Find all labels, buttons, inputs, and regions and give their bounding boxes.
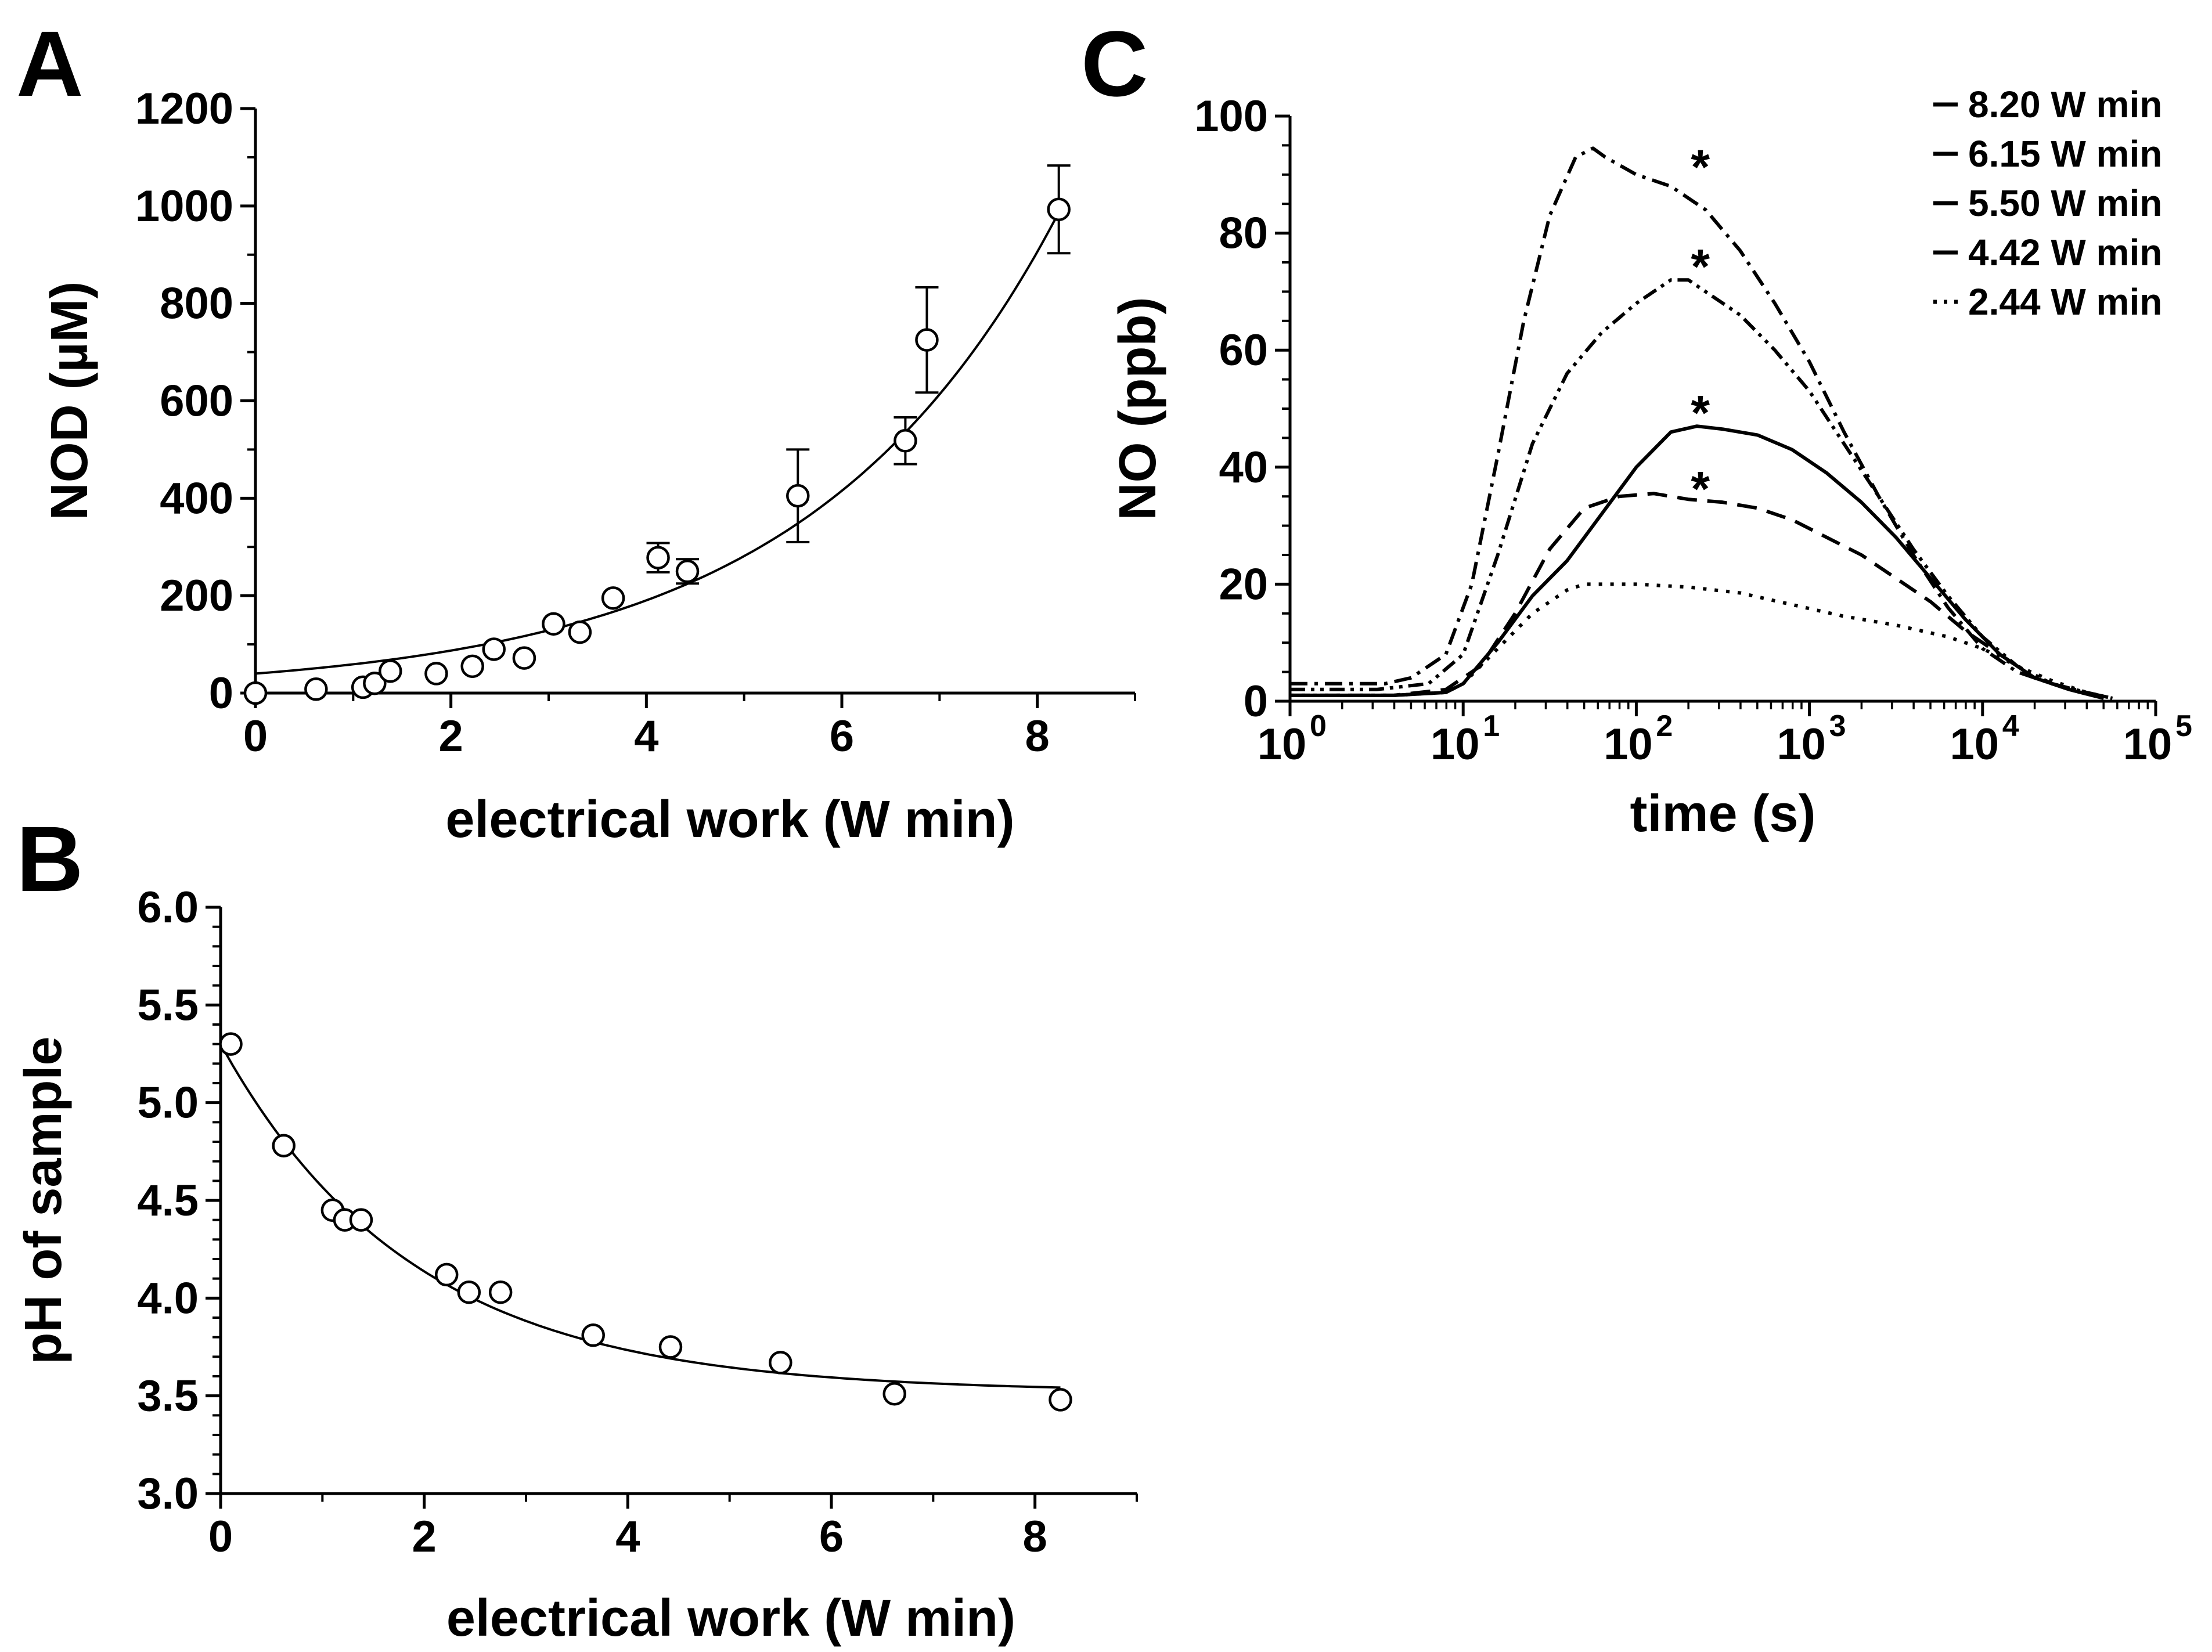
- panel-label-c: C: [1081, 12, 1148, 116]
- fit-curve-a: [255, 206, 1063, 675]
- data-point-b: [488, 1280, 513, 1304]
- y-tick-label-a: 200: [160, 571, 233, 621]
- data-point-a: [363, 671, 387, 695]
- x-tick-label-c: 10: [1777, 720, 1826, 769]
- legend-label: 5.50 W min: [1968, 182, 2162, 224]
- y-tick-label-a: 1200: [135, 84, 233, 134]
- x-axis-title-a: electrical work (W min): [445, 791, 1014, 849]
- y-tick-label-a: 400: [160, 474, 233, 523]
- x-tick-exponent-c: 2: [1656, 709, 1673, 743]
- x-tick-label-a: 0: [243, 712, 268, 761]
- x-tick-label-c: 10: [1431, 720, 1480, 769]
- series-line-c: [1290, 146, 2113, 700]
- legend-label: 8.20 W min: [1968, 84, 2162, 125]
- y-tick-label-c: 100: [1194, 92, 1268, 141]
- x-tick-label-c: 10: [1950, 720, 2000, 769]
- x-tick-label-a: 8: [1025, 712, 1050, 761]
- significance-marker: *: [1691, 140, 1710, 194]
- data-point-b: [272, 1134, 296, 1157]
- y-tick-label-b: 4.0: [137, 1274, 199, 1323]
- x-tick-label-c: 10: [2123, 720, 2173, 769]
- panel-label-a: A: [16, 12, 84, 116]
- data-point-a: [379, 659, 402, 683]
- x-tick-exponent-c: 5: [2175, 709, 2192, 743]
- x-tick-label-a: 4: [634, 712, 658, 761]
- panel-label-b: B: [16, 807, 84, 911]
- y-tick-label-c: 60: [1219, 326, 1268, 375]
- legend-c: 8.20 W min 6.15 W min 5.50 W min 4.42 W min…: [1933, 84, 2162, 323]
- y-tick-label-c: 80: [1219, 209, 1268, 258]
- x-tick-exponent-c: 3: [1829, 709, 1846, 743]
- data-point-a: [646, 546, 670, 569]
- series-line-c: [1290, 492, 2105, 700]
- x-tick-exponent-c: 4: [2002, 709, 2019, 743]
- y-tick-label-b: 5.5: [137, 980, 199, 1030]
- data-point-b: [769, 1351, 792, 1375]
- data-point-b: [882, 1382, 906, 1406]
- data-point-a: [243, 681, 268, 705]
- legend-label: 4.42 W min: [1968, 232, 2162, 273]
- x-tick-label-b: 0: [208, 1512, 233, 1561]
- x-tick-label-c: 10: [1258, 720, 1307, 769]
- data-point-b: [581, 1323, 605, 1347]
- y-tick-label-a: 0: [209, 669, 233, 718]
- x-tick-label-a: 6: [830, 712, 854, 761]
- data-point-a: [786, 484, 810, 508]
- legend-label: 6.15 W min: [1968, 133, 2162, 175]
- y-tick-label-c: 40: [1219, 443, 1268, 492]
- data-point-a: [675, 559, 700, 583]
- x-tick-label-b: 4: [615, 1512, 640, 1561]
- series-line-c: [1290, 424, 2105, 700]
- y-tick-label-b: 5.0: [137, 1079, 199, 1128]
- significance-marker: *: [1691, 239, 1710, 294]
- y-tick-label-a: 1000: [135, 182, 233, 231]
- data-point-b: [457, 1280, 481, 1304]
- x-axis-title-c: time (s): [1630, 785, 1815, 843]
- data-point-a: [915, 328, 939, 352]
- data-point-b: [1049, 1388, 1072, 1412]
- data-point-a: [894, 429, 917, 453]
- data-point-b: [219, 1032, 243, 1056]
- x-tick-exponent-c: 1: [1483, 709, 1500, 743]
- data-point-b: [434, 1263, 459, 1287]
- y-tick-label-c: 0: [1244, 677, 1268, 726]
- x-tick-label-b: 6: [819, 1512, 844, 1561]
- x-tick-label-b: 8: [1023, 1512, 1047, 1561]
- x-tick-label-c: 10: [1604, 720, 1653, 769]
- data-point-a: [424, 662, 448, 686]
- y-axis-title-a: NOD (µM): [41, 282, 99, 521]
- data-point-a: [512, 646, 536, 670]
- x-axis-title-b: electrical work (W min): [446, 1589, 1015, 1647]
- x-tick-label-a: 2: [439, 712, 463, 761]
- y-axis-title-c: NO (ppb): [1109, 297, 1167, 521]
- data-point-a: [568, 620, 592, 644]
- y-axis-title-b: pH of sample: [15, 1036, 73, 1364]
- y-tick-label-a: 800: [160, 279, 233, 329]
- y-tick-label-b: 6.0: [137, 883, 199, 932]
- data-point-a: [542, 612, 565, 636]
- y-tick-label-b: 3.0: [137, 1469, 199, 1518]
- data-point-a: [482, 637, 506, 661]
- data-point-b: [349, 1208, 373, 1232]
- data-point-a: [601, 586, 625, 610]
- x-tick-label-b: 2: [412, 1512, 437, 1561]
- significance-marker: *: [1691, 461, 1710, 516]
- y-tick-label-a: 600: [160, 377, 233, 426]
- data-point-b: [658, 1335, 683, 1359]
- data-point-a: [460, 654, 484, 679]
- data-point-a: [304, 677, 328, 701]
- legend-label: 2.44 W min: [1968, 281, 2162, 323]
- x-tick-exponent-c: 0: [1310, 709, 1327, 743]
- significance-marker: *: [1691, 385, 1710, 440]
- y-tick-label-c: 20: [1219, 560, 1268, 609]
- y-tick-label-b: 3.5: [137, 1372, 199, 1421]
- data-point-a: [1047, 197, 1071, 221]
- y-tick-label-b: 4.5: [137, 1176, 199, 1225]
